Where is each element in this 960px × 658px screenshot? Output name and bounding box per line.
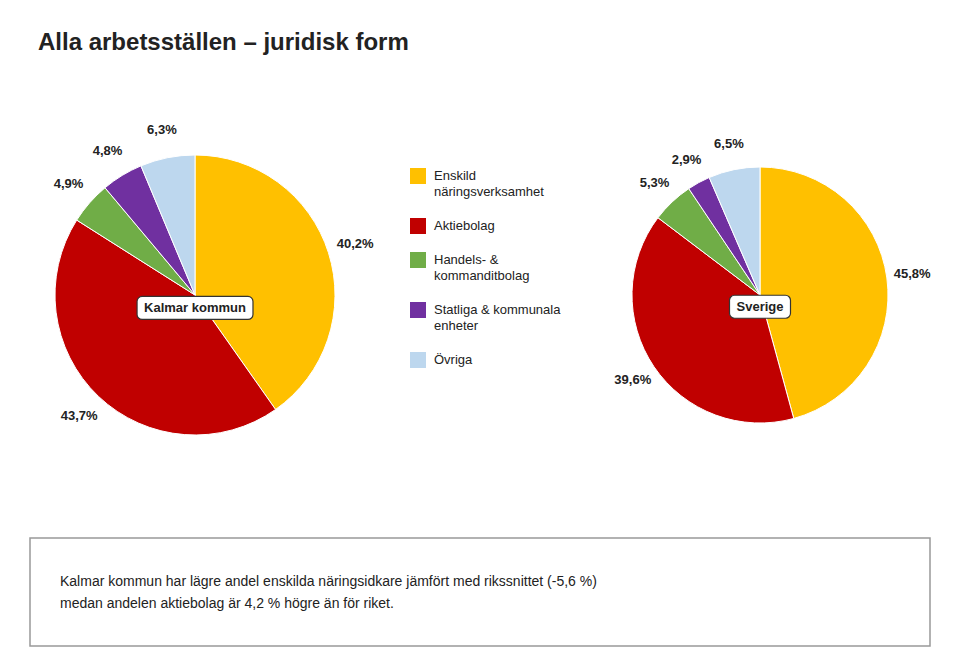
legend-item: Övriga xyxy=(410,352,473,368)
annotation-box: Kalmar kommun har lägre andel enskilda n… xyxy=(30,538,930,646)
data-label: 45,8% xyxy=(894,266,931,281)
text-line: enheter xyxy=(434,318,479,333)
data-label: 43,7% xyxy=(61,408,98,423)
legend-swatch xyxy=(410,168,426,184)
data-label: 5,3% xyxy=(640,175,670,190)
legend-item: Handels- &kommanditbolag xyxy=(410,252,529,283)
center-label-box xyxy=(137,296,253,319)
center-label-group: Kalmar kommun xyxy=(137,296,253,319)
slice xyxy=(709,167,760,295)
text-line: Aktiebolag xyxy=(434,218,495,233)
legend-label: Statliga & kommunalaenheter xyxy=(434,302,561,333)
annotation: Kalmar kommun har lägre andel enskilda n… xyxy=(60,573,597,611)
center-label: Kalmar kommun xyxy=(144,300,246,315)
legend-swatch xyxy=(410,252,426,268)
data-labels: 45,8% 39,6% 5,3%2,9% 6,5% xyxy=(614,136,931,387)
text-line: kommanditbolag xyxy=(434,268,529,283)
legend-label: Handels- &kommanditbolag xyxy=(434,252,529,283)
text-line: Handels- & xyxy=(434,252,499,267)
legend-swatch xyxy=(410,352,426,368)
slices xyxy=(55,155,335,435)
chart: Alla arbetsställen – juridisk form40,2%4… xyxy=(0,0,960,658)
center-label: Sverige xyxy=(737,299,784,314)
data-label: 4,9% xyxy=(54,176,84,191)
pie: 40,2% 43,7% 4,9% 4,8% 6,3% Kalmar kommun xyxy=(54,122,374,435)
legend-item: Aktiebolag xyxy=(410,218,495,234)
legend-swatch xyxy=(410,218,426,234)
slice xyxy=(141,155,195,295)
text-line: Kalmar kommun har lägre andel enskilda n… xyxy=(60,573,597,589)
text-line: Enskild xyxy=(434,168,476,183)
legend-item: Enskildnäringsverksamhet xyxy=(410,168,544,199)
data-label: 4,8% xyxy=(93,143,123,158)
annotation-frame xyxy=(30,538,930,646)
slices xyxy=(632,167,888,423)
data-label: 39,6% xyxy=(614,372,651,387)
legend-swatch xyxy=(410,302,426,318)
legend: Enskildnäringsverksamhet Aktiebolag Handel… xyxy=(410,168,561,368)
center-label-box xyxy=(730,295,791,318)
data-label: 40,2% xyxy=(337,236,374,251)
text-line: Övriga xyxy=(434,352,473,367)
data-label: 6,5% xyxy=(714,136,744,151)
title: Alla arbetsställen – juridisk form xyxy=(38,28,409,55)
legend-label: Enskildnäringsverksamhet xyxy=(434,168,544,199)
legend-label: Övriga xyxy=(434,352,473,367)
data-label: 6,3% xyxy=(147,122,177,137)
pie: 45,8% 39,6% 5,3%2,9% 6,5% Sverige xyxy=(614,136,931,423)
data-labels: 40,2% 43,7% 4,9% 4,8% 6,3% xyxy=(54,122,374,423)
text-line: näringsverksamhet xyxy=(434,184,544,199)
legend-item: Statliga & kommunalaenheter xyxy=(410,302,561,333)
data-label: 2,9% xyxy=(672,152,702,167)
legend-label: Aktiebolag xyxy=(434,218,495,233)
text-line: medan andelen aktiebolag är 4,2 % högre … xyxy=(60,595,394,611)
text-line: Statliga & kommunala xyxy=(434,302,561,317)
center-label-group: Sverige xyxy=(730,295,791,318)
